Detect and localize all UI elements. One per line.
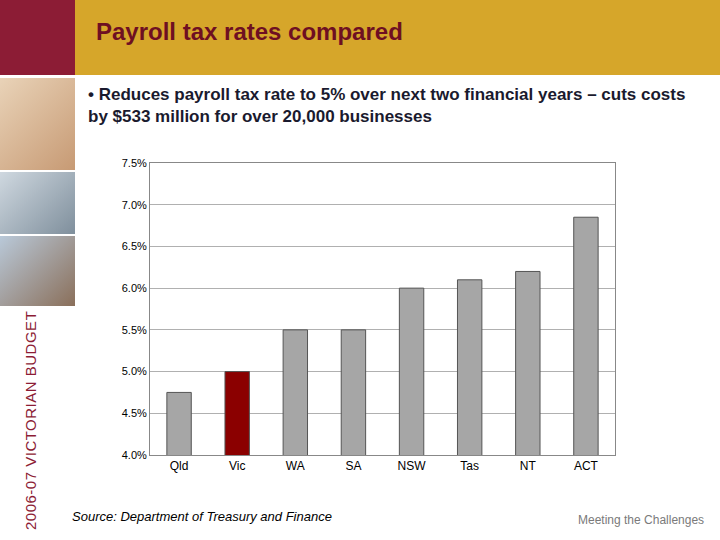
html-text:• Reduces payroll tax rate to: • Reduces payroll tax rate to 5% over ne… [88,85,686,126]
svg-text:WA: WA [286,459,305,473]
svg-text:Qld: Qld [170,459,189,473]
svg-text:Vic: Vic [229,459,245,473]
svg-text:Tas: Tas [460,459,479,473]
svg-text:SA: SA [345,459,361,473]
html-text:Payroll tax rates compared: Payroll tax rates compared [96,18,403,45]
html-text:Meeting the Challenges: Meeting the Challenges [578,513,705,527]
svg-text:NSW: NSW [398,459,427,473]
svg-text:5.0%: 5.0% [122,365,147,377]
svg-text:4.0%: 4.0% [122,449,147,461]
svg-text:NT: NT [520,459,537,473]
html-text:Source: Department of Treasury: Source: Department of Treasury and Finan… [72,509,332,524]
svg-text:6.5%: 6.5% [122,240,147,252]
svg-text:4.5%: 4.5% [122,407,147,419]
svg-text:7.5%: 7.5% [122,157,147,169]
svg-text:6.0%: 6.0% [122,282,147,294]
svg-text:ACT: ACT [574,459,599,473]
svg-text:7.0%: 7.0% [122,199,147,211]
svg-text:5.5%: 5.5% [122,324,147,336]
html-text:2006-07 VICTORIAN BUDGET: 2006-07 VICTORIAN BUDGET [22,310,39,530]
